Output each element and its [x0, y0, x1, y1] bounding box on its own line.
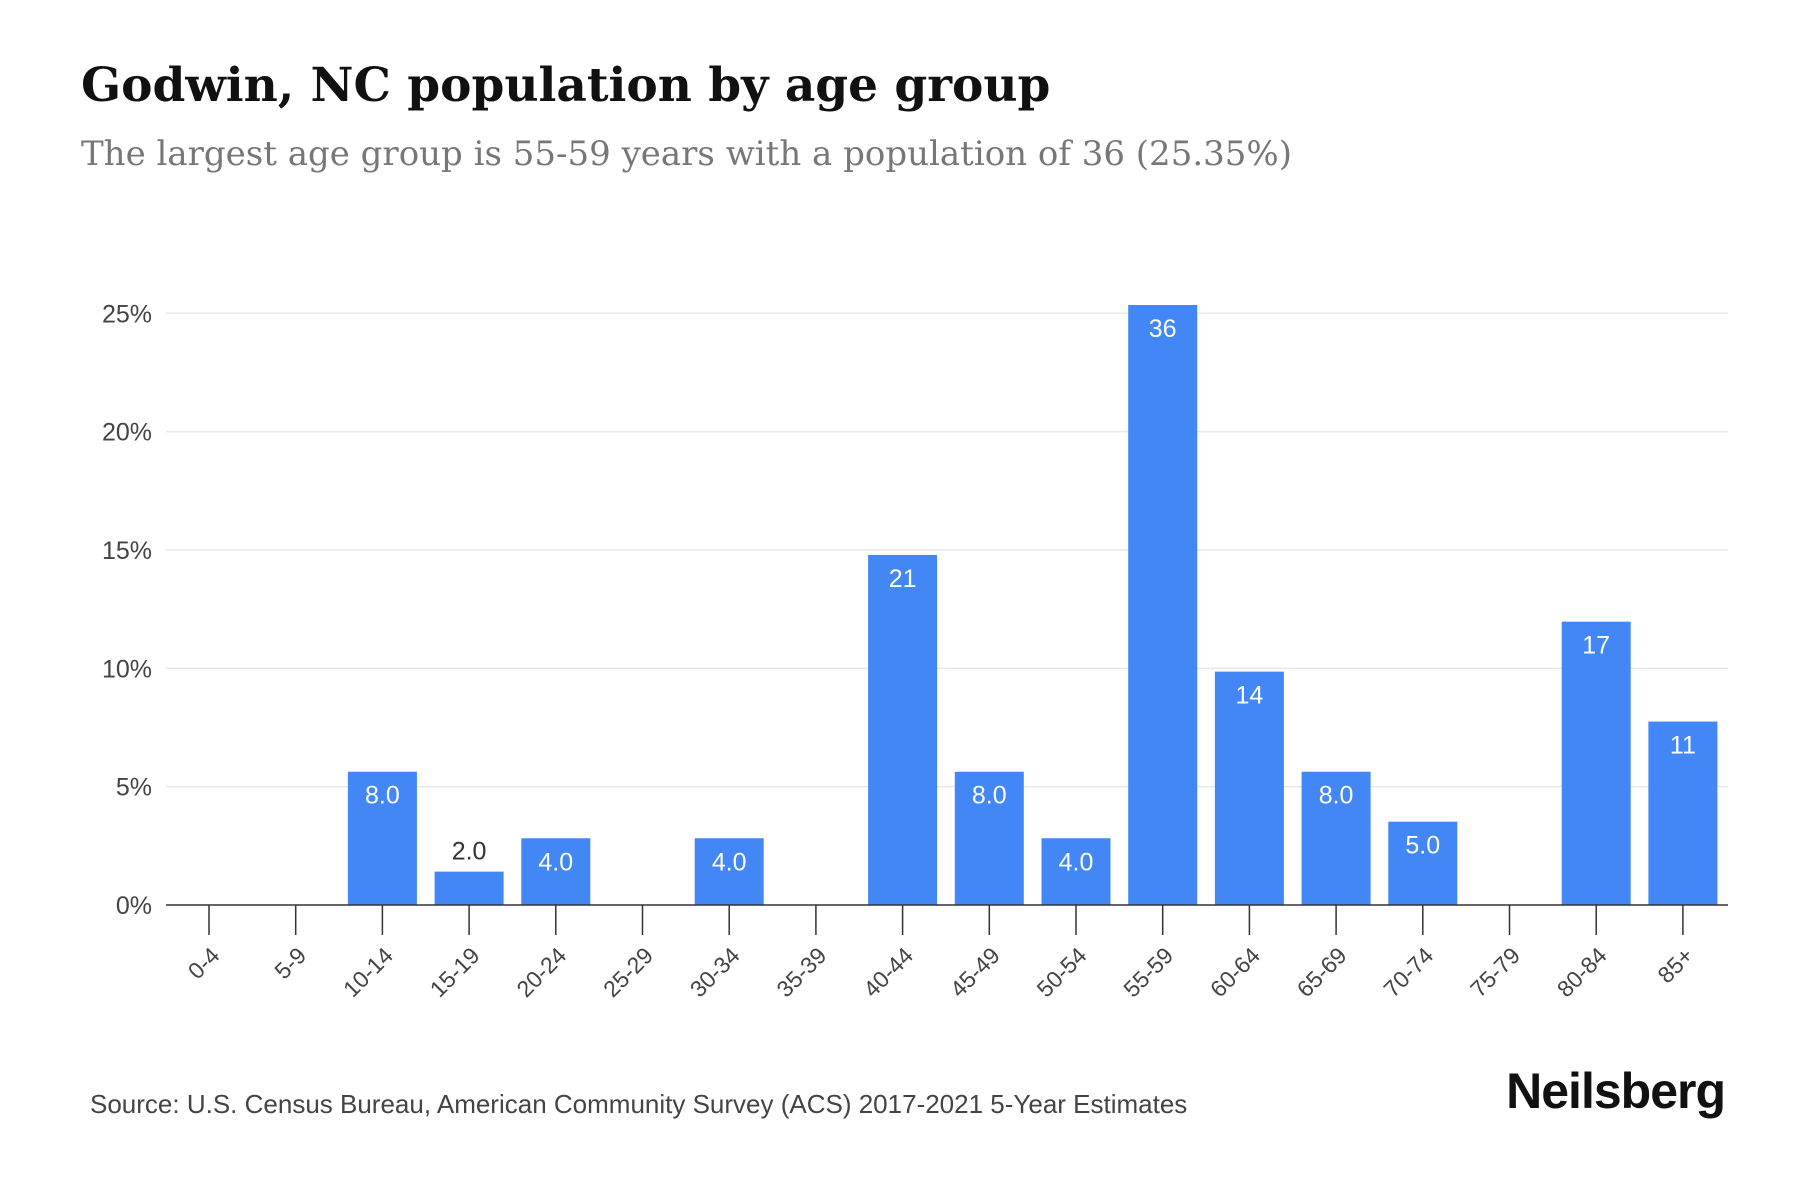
x-tick-label: 45-49: [945, 942, 1005, 1002]
x-tick-label: 70-74: [1378, 942, 1438, 1002]
x-tick-label: 30-34: [685, 942, 745, 1002]
x-tick-label: 15-19: [425, 942, 485, 1002]
bar: [1561, 621, 1631, 905]
x-tick-label: 50-54: [1032, 942, 1092, 1002]
y-axis-ticks: 0% 5% 10% 15% 20% 25%: [102, 300, 152, 920]
chart-subtitle: The largest age group is 55-59 years wit…: [81, 134, 1292, 174]
bar: [347, 771, 417, 905]
data-label: 17: [1582, 632, 1610, 660]
data-label: 8.0: [1319, 782, 1354, 810]
data-label: 5.0: [1405, 832, 1440, 860]
bar: [1128, 305, 1198, 905]
bar: [1388, 821, 1458, 905]
x-tick-label: 20-24: [511, 942, 571, 1002]
data-label: 21: [889, 565, 917, 593]
y-tick-label: 20%: [102, 419, 152, 447]
x-tick-label: 65-69: [1292, 942, 1352, 1002]
y-tick-label: 5%: [116, 774, 152, 802]
x-tick-label: 40-44: [858, 942, 918, 1002]
data-label: 14: [1235, 682, 1263, 710]
x-tick-label: 0-4: [183, 942, 225, 984]
data-label: 11: [1670, 732, 1696, 760]
bar: [1214, 671, 1284, 905]
x-tick-label: 75-79: [1465, 942, 1525, 1002]
data-label: 8.0: [365, 782, 400, 810]
x-axis-ticks: 0-4 5-9 10-14 15-19 20-24 25-29 30-34 35-39 40-4…: [183, 905, 1698, 1002]
bar: [1648, 721, 1718, 905]
y-tick-label: 0%: [116, 892, 152, 920]
data-label: 8.0: [972, 782, 1007, 810]
source-note: Source: U.S. Census Bureau, American Com…: [90, 1089, 1188, 1119]
data-label: 4.0: [712, 848, 747, 876]
y-tick-label: 10%: [102, 655, 152, 683]
y-tick-label: 15%: [102, 537, 152, 565]
data-labels: 8.0 2.0 4.0 4.0 21 8.0 4.0 36 14 8.0 5.0 17 11: [365, 315, 1696, 876]
gridlines: [166, 312, 1728, 788]
bars: [347, 305, 1718, 905]
bar: [521, 838, 591, 905]
bar: [868, 554, 938, 905]
x-tick-label: 80-84: [1552, 942, 1612, 1002]
chart-title: Godwin, NC population by age group: [81, 58, 1051, 113]
x-tick-label: 35-39: [771, 942, 831, 1002]
data-label: 4.0: [538, 848, 573, 876]
bar: [954, 771, 1024, 905]
x-tick-label: 60-64: [1205, 942, 1265, 1002]
bar: [1301, 771, 1371, 905]
brand-logo: Neilsberg: [1506, 1063, 1726, 1119]
x-tick-label: 85+: [1652, 942, 1698, 988]
x-tick-label: 5-9: [269, 942, 311, 984]
data-label: 4.0: [1059, 848, 1094, 876]
bar: [694, 838, 764, 905]
bar: [434, 871, 504, 905]
data-label: 2.0: [452, 838, 487, 866]
x-tick-label: 10-14: [338, 942, 398, 1002]
data-label: 36: [1149, 315, 1177, 343]
bar: [1041, 838, 1111, 905]
x-tick-label: 25-29: [598, 942, 658, 1002]
y-tick-label: 25%: [102, 300, 152, 328]
x-tick-label: 55-59: [1118, 942, 1178, 1002]
